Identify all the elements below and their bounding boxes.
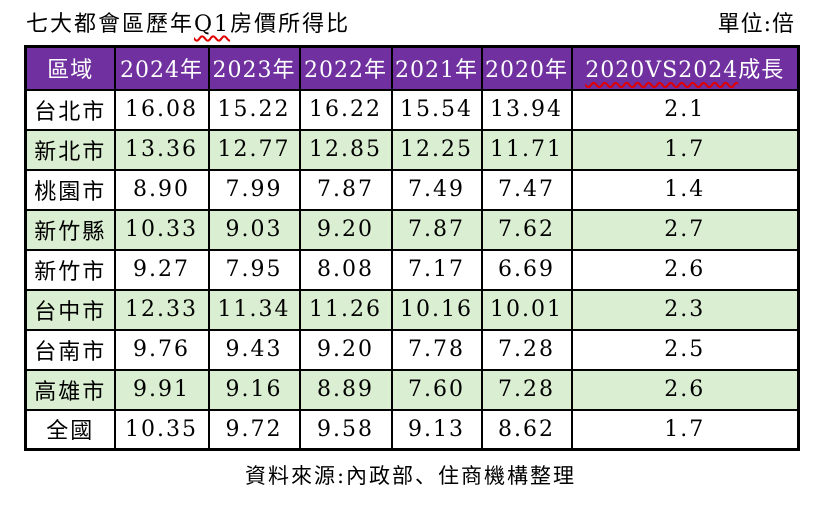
growth-cell: 1.7	[570, 408, 800, 451]
value-cell: 16.22	[298, 88, 393, 131]
region-cell: 桃園市	[24, 168, 116, 211]
value-cell: 7.17	[390, 248, 483, 291]
value-cell: 10.01	[480, 288, 573, 331]
title-text-prefix: 七大都會區歷年	[26, 12, 195, 37]
value-cell: 7.49	[390, 168, 483, 211]
value-cell: 9.27	[113, 248, 210, 291]
value-cell: 13.36	[113, 128, 210, 171]
col-header-region: 區域	[24, 45, 116, 91]
region-cell: 台北市	[24, 88, 116, 131]
value-cell: 7.47	[480, 168, 573, 211]
value-cell: 13.94	[480, 88, 573, 131]
col-header-2024: 2024年	[113, 45, 210, 91]
value-cell: 11.34	[207, 288, 301, 331]
growth-cell: 2.1	[570, 88, 800, 131]
value-cell: 11.26	[298, 288, 393, 331]
value-cell: 8.08	[298, 248, 393, 291]
value-cell: 9.76	[113, 328, 210, 371]
growth-header-spellcheck-text: 2020VS2024	[585, 58, 739, 84]
value-cell: 9.13	[390, 408, 483, 451]
value-cell: 7.28	[480, 368, 573, 411]
region-cell: 新竹市	[24, 248, 116, 291]
growth-header-suffix: 成長	[738, 58, 785, 84]
region-cell: 全國	[24, 408, 116, 451]
region-cell: 高雄市	[24, 368, 116, 411]
col-header-2023: 2023年	[207, 45, 301, 91]
title-q1-spellcheck-text: Q1	[194, 12, 231, 37]
table-row-taipei: 台北市 16.08 15.22 16.22 15.54 13.94 2.1	[24, 88, 800, 131]
value-cell: 8.89	[298, 368, 393, 411]
region-cell: 新竹縣	[24, 208, 116, 251]
value-cell: 9.91	[113, 368, 210, 411]
value-cell: 11.71	[480, 128, 573, 171]
value-cell: 9.03	[207, 208, 301, 251]
col-header-growth: 2020VS2024成長	[570, 45, 800, 91]
value-cell: 7.99	[207, 168, 301, 211]
page-title: 七大都會區歷年Q1房價所得比	[26, 6, 350, 38]
growth-cell: 2.3	[570, 288, 800, 331]
value-cell: 9.72	[207, 408, 301, 451]
title-text-suffix: 房價所得比	[230, 12, 351, 37]
value-cell: 8.90	[113, 168, 210, 211]
value-cell: 9.20	[298, 208, 393, 251]
value-cell: 10.16	[390, 288, 483, 331]
table-row-hsinchu-county: 新竹縣 10.33 9.03 9.20 7.87 7.62 2.7	[24, 208, 800, 251]
table-row-kaohsiung: 高雄市 9.91 9.16 8.89 7.60 7.28 2.6	[24, 368, 800, 411]
value-cell: 12.85	[298, 128, 393, 171]
table-row-hsinchu-city: 新竹市 9.27 7.95 8.08 7.17 6.69 2.6	[24, 248, 800, 291]
region-cell: 新北市	[24, 128, 116, 171]
table-row-taoyuan: 桃園市 8.90 7.99 7.87 7.49 7.47 1.4	[24, 168, 800, 211]
value-cell: 7.95	[207, 248, 301, 291]
value-cell: 12.25	[390, 128, 483, 171]
value-cell: 7.87	[390, 208, 483, 251]
value-cell: 16.08	[113, 88, 210, 131]
col-header-2022: 2022年	[298, 45, 393, 91]
growth-cell: 2.5	[570, 328, 800, 371]
value-cell: 8.62	[480, 408, 573, 451]
source-note: 資料來源:內政部、住商機構整理	[244, 464, 577, 488]
growth-cell: 2.7	[570, 208, 800, 251]
top-bar: 七大都會區歷年Q1房價所得比 單位:倍	[0, 0, 822, 38]
value-cell: 12.77	[207, 128, 301, 171]
col-header-2020: 2020年	[480, 45, 573, 91]
growth-cell: 1.4	[570, 168, 800, 211]
value-cell: 9.43	[207, 328, 301, 371]
table-row-taichung: 台中市 12.33 11.34 11.26 10.16 10.01 2.3	[24, 288, 800, 331]
value-cell: 6.69	[480, 248, 573, 291]
col-header-2021: 2021年	[390, 45, 483, 91]
value-cell: 9.16	[207, 368, 301, 411]
value-cell: 10.33	[113, 208, 210, 251]
value-cell: 12.33	[113, 288, 210, 331]
table-header-row: 區域 2024年 2023年 2022年 2021年 2020年 2020VS2…	[24, 45, 800, 91]
unit-label: 單位:倍	[717, 12, 795, 37]
value-cell: 7.78	[390, 328, 483, 371]
growth-cell: 1.7	[570, 128, 800, 171]
region-cell: 台中市	[24, 288, 116, 331]
value-cell: 15.22	[207, 88, 301, 131]
value-cell: 9.58	[298, 408, 393, 451]
table-row-newtaipei: 新北市 13.36 12.77 12.85 12.25 11.71 1.7	[24, 128, 800, 171]
value-cell: 10.35	[113, 408, 210, 451]
value-cell: 7.60	[390, 368, 483, 411]
value-cell: 9.20	[298, 328, 393, 371]
region-cell: 台南市	[24, 328, 116, 371]
growth-cell: 2.6	[570, 248, 800, 291]
table-row-tainan: 台南市 9.76 9.43 9.20 7.78 7.28 2.5	[24, 328, 800, 371]
value-cell: 7.28	[480, 328, 573, 371]
value-cell: 15.54	[390, 88, 483, 131]
housing-ratio-table: 區域 2024年 2023年 2022年 2021年 2020年 2020VS2…	[24, 45, 800, 451]
value-cell: 7.62	[480, 208, 573, 251]
growth-cell: 2.6	[570, 368, 800, 411]
value-cell: 7.87	[298, 168, 393, 211]
table-row-national: 全國 10.35 9.72 9.58 9.13 8.62 1.7	[24, 408, 800, 451]
